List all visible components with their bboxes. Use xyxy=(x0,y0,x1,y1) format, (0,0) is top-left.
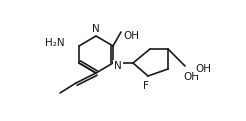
Text: H₂N: H₂N xyxy=(45,38,65,48)
Text: F: F xyxy=(143,81,149,91)
Text: OH: OH xyxy=(183,72,199,82)
Text: OH: OH xyxy=(123,31,139,41)
Text: N: N xyxy=(92,24,100,34)
Text: N: N xyxy=(114,61,122,71)
Text: OH: OH xyxy=(195,64,211,74)
